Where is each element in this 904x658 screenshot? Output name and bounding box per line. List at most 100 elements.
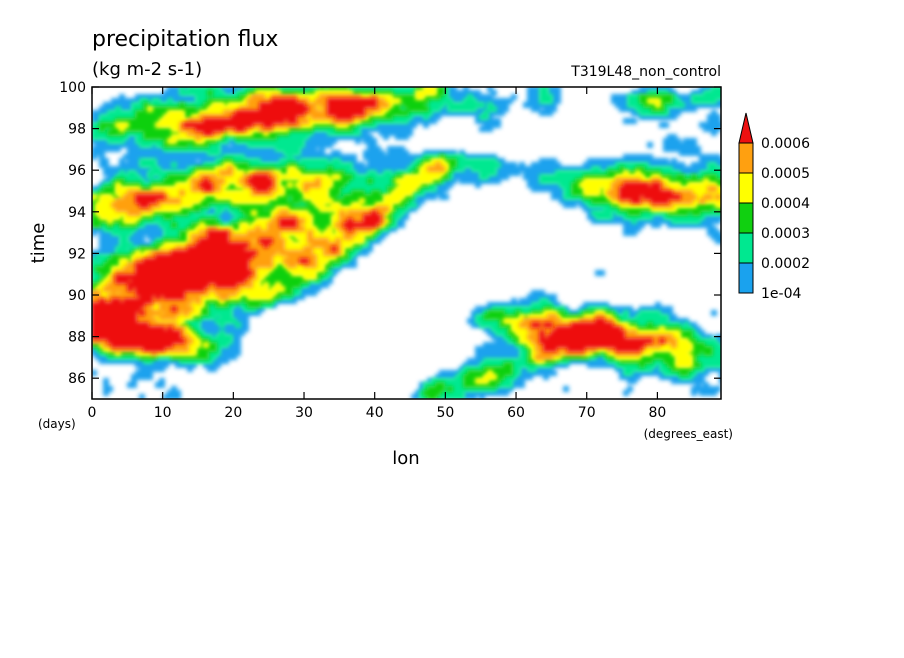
- precip-cell: [715, 118, 721, 124]
- precip-cell: [235, 330, 241, 336]
- precip-cell: [479, 306, 485, 312]
- precip-cell: [643, 306, 649, 312]
- precip-cell: [215, 190, 221, 196]
- precip-cell: [379, 122, 385, 128]
- precip-cell: [579, 174, 585, 180]
- precip-cell: [135, 218, 141, 224]
- precip-cell: [295, 150, 301, 156]
- precip-cell: [92, 150, 97, 156]
- precip-cell: [631, 310, 637, 316]
- precip-cell: [167, 186, 173, 192]
- precip-cell: [427, 378, 433, 384]
- precip-cell: [103, 218, 109, 224]
- precip-cell: [719, 190, 721, 196]
- precip-cell: [423, 194, 429, 200]
- precip-cell: [439, 162, 445, 168]
- precip-cell: [195, 206, 201, 212]
- precip-cell: [695, 366, 701, 372]
- precip-cell: [347, 202, 353, 208]
- precip-cell: [643, 322, 649, 328]
- precip-cell: [691, 206, 697, 212]
- precip-cell: [131, 374, 137, 380]
- precip-cell: [163, 106, 169, 112]
- precip-cell: [131, 130, 137, 136]
- precip-cell: [315, 130, 321, 136]
- precip-cell: [543, 162, 549, 168]
- precip-cell: [275, 190, 281, 196]
- precip-cell: [443, 382, 449, 388]
- precip-cell: [407, 94, 413, 100]
- precip-cell: [607, 174, 613, 180]
- precip-cell: [527, 298, 533, 304]
- precip-cell: [531, 182, 537, 188]
- precip-cell: [383, 122, 389, 128]
- precip-cell: [427, 170, 433, 176]
- precip-cell: [463, 102, 469, 108]
- precip-cell: [395, 206, 401, 212]
- precip-cell: [607, 354, 613, 360]
- precip-cell: [92, 190, 97, 196]
- precip-cell: [519, 350, 525, 356]
- precip-cell: [475, 322, 481, 328]
- precip-cell: [439, 194, 445, 200]
- precip-cell: [227, 102, 233, 108]
- precip-cell: [275, 186, 281, 192]
- precip-cell: [383, 222, 389, 228]
- precip-cell: [719, 206, 721, 212]
- precip-cell: [271, 254, 277, 260]
- precip-cell: [643, 170, 649, 176]
- precip-cell: [567, 354, 573, 360]
- precip-cell: [399, 126, 405, 132]
- precip-cell: [547, 362, 553, 368]
- precip-cell: [475, 310, 481, 316]
- precip-cell: [495, 302, 501, 308]
- precip-cell: [375, 230, 381, 236]
- precip-cell: [99, 138, 105, 144]
- precip-cell: [187, 87, 193, 92]
- precip-cell: [379, 182, 385, 188]
- precip-cell: [707, 162, 713, 168]
- precip-cell: [459, 370, 465, 376]
- precip-cell: [679, 374, 685, 380]
- precip-cell: [707, 118, 713, 124]
- precip-cell: [243, 198, 249, 204]
- precip-cell: [347, 162, 353, 168]
- precip-cell: [99, 210, 105, 216]
- precip-cell: [383, 226, 389, 232]
- precip-cell: [495, 390, 501, 396]
- precip-cell: [527, 182, 533, 188]
- precip-cell: [651, 310, 657, 316]
- precip-cell: [159, 138, 165, 144]
- precip-cell: [711, 218, 717, 224]
- precip-cell: [379, 94, 385, 100]
- precip-cell: [615, 218, 621, 224]
- precip-cell: [499, 370, 505, 376]
- precip-cell: [203, 358, 209, 364]
- precip-cell: [159, 94, 165, 100]
- precip-cell: [179, 94, 185, 100]
- precip-cell: [639, 158, 645, 164]
- precip-cell: [659, 354, 665, 360]
- precip-cell: [287, 206, 293, 212]
- precip-cell: [263, 302, 269, 308]
- precip-cell: [671, 210, 677, 216]
- precip-cell: [443, 158, 449, 164]
- precip-cell: [323, 198, 329, 204]
- precip-cell: [99, 346, 105, 352]
- precip-cell: [187, 102, 193, 108]
- precip-cell: [395, 134, 401, 140]
- precip-cell: [115, 146, 121, 152]
- precip-cell: [223, 102, 229, 108]
- precip-cell: [355, 182, 361, 188]
- precip-cell: [663, 138, 669, 144]
- precip-cell: [251, 206, 257, 212]
- precip-cell: [235, 226, 241, 232]
- precip-cell: [495, 386, 501, 392]
- precip-cell: [339, 202, 345, 208]
- precip-cell: [251, 302, 257, 308]
- precip-cell: [419, 158, 425, 164]
- precip-cell: [223, 214, 229, 220]
- precip-cell: [131, 182, 137, 188]
- precip-cell: [691, 386, 697, 392]
- precip-cell: [599, 198, 605, 204]
